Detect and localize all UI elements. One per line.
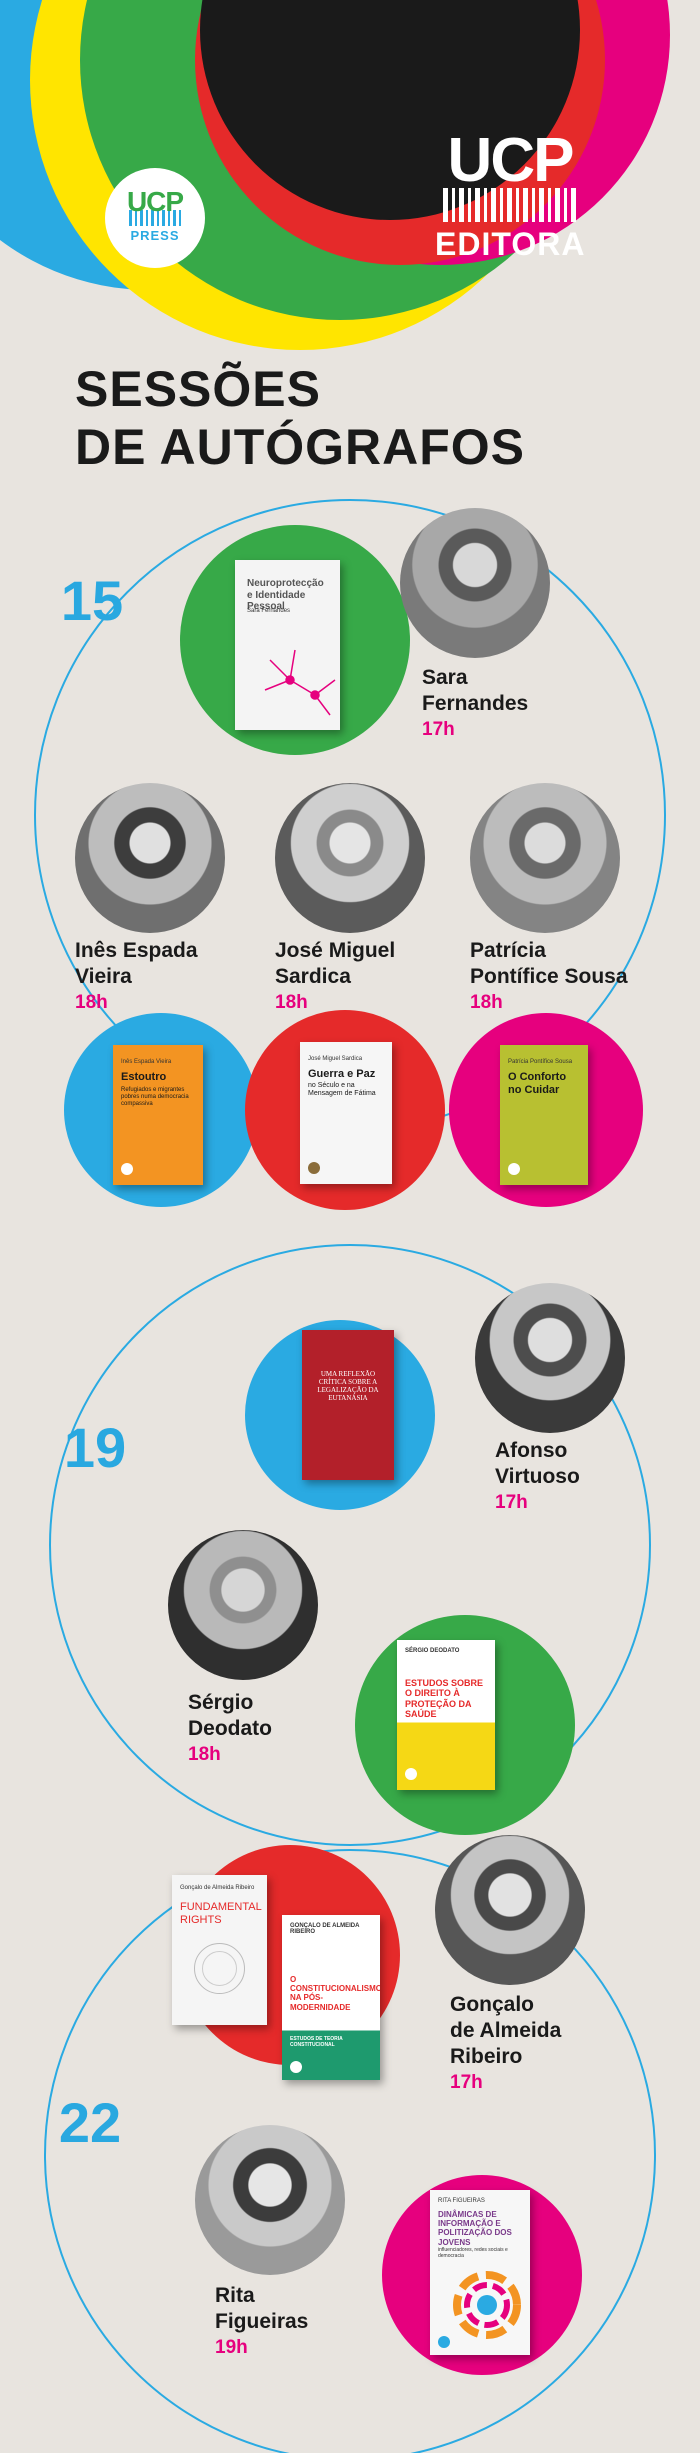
session-22-day: 22 bbox=[58, 2091, 122, 2154]
publisher-logo-icon bbox=[308, 1162, 320, 1174]
photo-afonso-virtuoso bbox=[475, 1283, 625, 1433]
ucp-press-line1: UCP bbox=[126, 186, 184, 217]
signing-time: 17h bbox=[450, 2072, 483, 2093]
publisher-logo-icon bbox=[438, 2336, 450, 2348]
photo-goncalo-de-almeida-ribeiro bbox=[435, 1835, 585, 1985]
session-19-outline bbox=[49, 1244, 651, 1846]
photo-ines-espada-vieira bbox=[75, 783, 225, 933]
signing-rita-figueiras: Rita Figueiras 19h bbox=[215, 2283, 308, 2359]
publisher-logo-icon bbox=[290, 2061, 302, 2073]
photo-sara-fernandes bbox=[400, 508, 550, 658]
author-name-line2: Vieira bbox=[75, 965, 132, 988]
book-eutanasia: UMA REFLEXÃO CRÍTICA SOBRE A LEGALIZAÇÃO… bbox=[302, 1330, 394, 1480]
book-author: RITA FIGUEIRAS bbox=[438, 2198, 485, 2204]
author-name-line1: Gonçalo bbox=[450, 1993, 535, 2016]
book-title: Guerra e Paz bbox=[308, 1068, 376, 1080]
photo-jose-miguel-sardica bbox=[275, 783, 425, 933]
author-name-line1: Sérgio bbox=[188, 1691, 254, 1714]
signing-jose-miguel-sardica: José Miguel Sardica 18h bbox=[275, 938, 395, 1014]
book-title: UMA REFLEXÃO CRÍTICA SOBRE A LEGALIZAÇÃO… bbox=[317, 1370, 379, 1403]
book-author: SÉRGIO DEODATO bbox=[405, 1648, 460, 1654]
signing-time: 18h bbox=[275, 992, 308, 1013]
signing-afonso-virtuoso: Afonso Virtuoso 17h bbox=[495, 1438, 580, 1514]
book-author: Inês Espada Vieira bbox=[121, 1059, 172, 1065]
ucp-press-line2: PRESS bbox=[130, 228, 180, 243]
session-22-outline bbox=[44, 1849, 656, 2453]
ucp-editora-line1: UCP bbox=[447, 126, 575, 195]
book-dinamicas-de-informacao: RITA FIGUEIRAS DINÂMICAS DE INFORMAÇÃO E… bbox=[430, 2190, 530, 2355]
book-title: Estoutro bbox=[121, 1071, 167, 1083]
seal-icon bbox=[194, 1943, 245, 1994]
signing-sara-fernandes: Sara Fernandes 17h bbox=[422, 665, 528, 741]
signing-sergio-deodato: Sérgio Deodato 18h bbox=[188, 1690, 272, 1766]
author-name-line1: Patrícia bbox=[470, 939, 546, 962]
book-estudos-direito-saude: SÉRGIO DEODATO ESTUDOS SOBRE O DIREITO À… bbox=[397, 1640, 495, 1790]
book-neuroprotecao: Neuroprotecção e Identidade Pessoal Sara… bbox=[235, 560, 340, 730]
author-name-line1: Rita bbox=[215, 2284, 255, 2307]
author-name-line3: Ribeiro bbox=[450, 2045, 523, 2068]
photo-sergio-deodato bbox=[168, 1530, 318, 1680]
signing-time: 17h bbox=[495, 1492, 528, 1513]
signing-time: 18h bbox=[75, 992, 108, 1013]
book-o-conforto-no-cuidar: Patrícia Pontífice Sousa O Conforto no C… bbox=[500, 1045, 588, 1185]
book-subtitle: Refugiados e migrantes pobres numa democ… bbox=[121, 1087, 189, 1107]
author-name-line2: Fernandes bbox=[422, 692, 529, 715]
ucp-editora-logo: UCP EDITORA bbox=[435, 130, 585, 280]
author-name-line1: Afonso bbox=[495, 1439, 568, 1462]
book-estoutro: Inês Espada Vieira Estoutro Refugiados e… bbox=[113, 1045, 203, 1185]
author-name-line1: Inês Espada bbox=[75, 939, 198, 962]
author-name-line2: Deodato bbox=[188, 1717, 272, 1740]
signing-goncalo-de-almeida-ribeiro: Gonçalo de Almeida Ribeiro 17h bbox=[450, 1992, 561, 2094]
book-title: ESTUDOS SOBRE O DIREITO À PROTEÇÃO DA SA… bbox=[405, 1678, 484, 1720]
book-title: Neuroprotecção e Identidade Pessoal bbox=[247, 578, 324, 612]
author-name-line2: Pontífice Sousa bbox=[470, 965, 628, 988]
book-title: O Conforto no Cuidar bbox=[508, 1071, 567, 1096]
photo-rita-figueiras bbox=[195, 2125, 345, 2275]
publisher-logo-icon bbox=[121, 1163, 133, 1175]
photo-patricia-pontifice-sousa bbox=[470, 783, 620, 933]
book-title: O CONSTITUCIONALISMO NA PÓS-MODERNIDADE bbox=[290, 1975, 380, 2012]
book-title: FUNDAMENTAL RIGHTS bbox=[180, 1901, 262, 1926]
signing-time: 17h bbox=[422, 719, 455, 740]
colorful-wheel-illustration bbox=[453, 2271, 521, 2339]
book-subtitle: no Século e na Mensagem de Fátima bbox=[308, 1082, 376, 1098]
book-o-constitucionalismo: GONÇALO DE ALMEIDA RIBEIRO O CONSTITUCIO… bbox=[282, 1915, 380, 2080]
book-subtitle: influenciadores, redes sociais e democra… bbox=[438, 2247, 508, 2259]
publisher-logo-icon bbox=[508, 1163, 520, 1175]
book-fundamental-rights: Gonçalo de Almeida Ribeiro FUNDAMENTAL R… bbox=[172, 1875, 267, 2025]
book-author: José Miguel Sardica bbox=[308, 1056, 363, 1062]
author-name-line2: de Almeida bbox=[450, 2019, 562, 2042]
page-title: SESSÕES DE AUTÓGRAFOS bbox=[75, 360, 525, 476]
book-author: Patrícia Pontífice Sousa bbox=[508, 1059, 573, 1065]
title-line-2: DE AUTÓGRAFOS bbox=[75, 419, 526, 475]
author-name-line2: Sardica bbox=[275, 965, 351, 988]
author-name-line2: Figueiras bbox=[215, 2310, 309, 2333]
black-circle-shape bbox=[200, 0, 580, 220]
signing-time: 19h bbox=[215, 2337, 248, 2358]
signing-patricia-pontifice-sousa: Patrícia Pontífice Sousa 18h bbox=[470, 938, 628, 1014]
book-author: GONÇALO DE ALMEIDA RIBEIRO bbox=[290, 1923, 360, 1935]
ucp-press-logo: UCP PRESS bbox=[105, 168, 205, 268]
neuron-illustration bbox=[264, 649, 336, 716]
signing-ines-espada-vieira: Inês Espada Vieira 18h bbox=[75, 938, 198, 1014]
publisher-logo-icon bbox=[405, 1768, 417, 1780]
author-name-line2: Virtuoso bbox=[495, 1465, 580, 1488]
title-line-1: SESSÕES bbox=[75, 361, 321, 417]
book-subtitle: ESTUDOS DE TEORIA CONSTITUCIONAL bbox=[290, 2036, 343, 2048]
author-name-line1: José Miguel bbox=[275, 939, 396, 962]
author-name-line1: Sara bbox=[422, 666, 468, 689]
book-title: DINÂMICAS DE INFORMAÇÃO E POLITIZAÇÃO DO… bbox=[438, 2210, 512, 2247]
book-guerra-e-paz: José Miguel Sardica Guerra e Paz no Sécu… bbox=[300, 1042, 392, 1184]
ucp-editora-line2: EDITORA bbox=[435, 226, 586, 262]
book-author: Sara Fernandes bbox=[247, 608, 291, 614]
signing-time: 18h bbox=[188, 1744, 221, 1765]
session-15-day: 15 bbox=[60, 569, 124, 632]
session-19-day: 19 bbox=[63, 1416, 127, 1479]
signing-time: 18h bbox=[470, 992, 503, 1013]
book-author: Gonçalo de Almeida Ribeiro bbox=[180, 1885, 255, 1891]
